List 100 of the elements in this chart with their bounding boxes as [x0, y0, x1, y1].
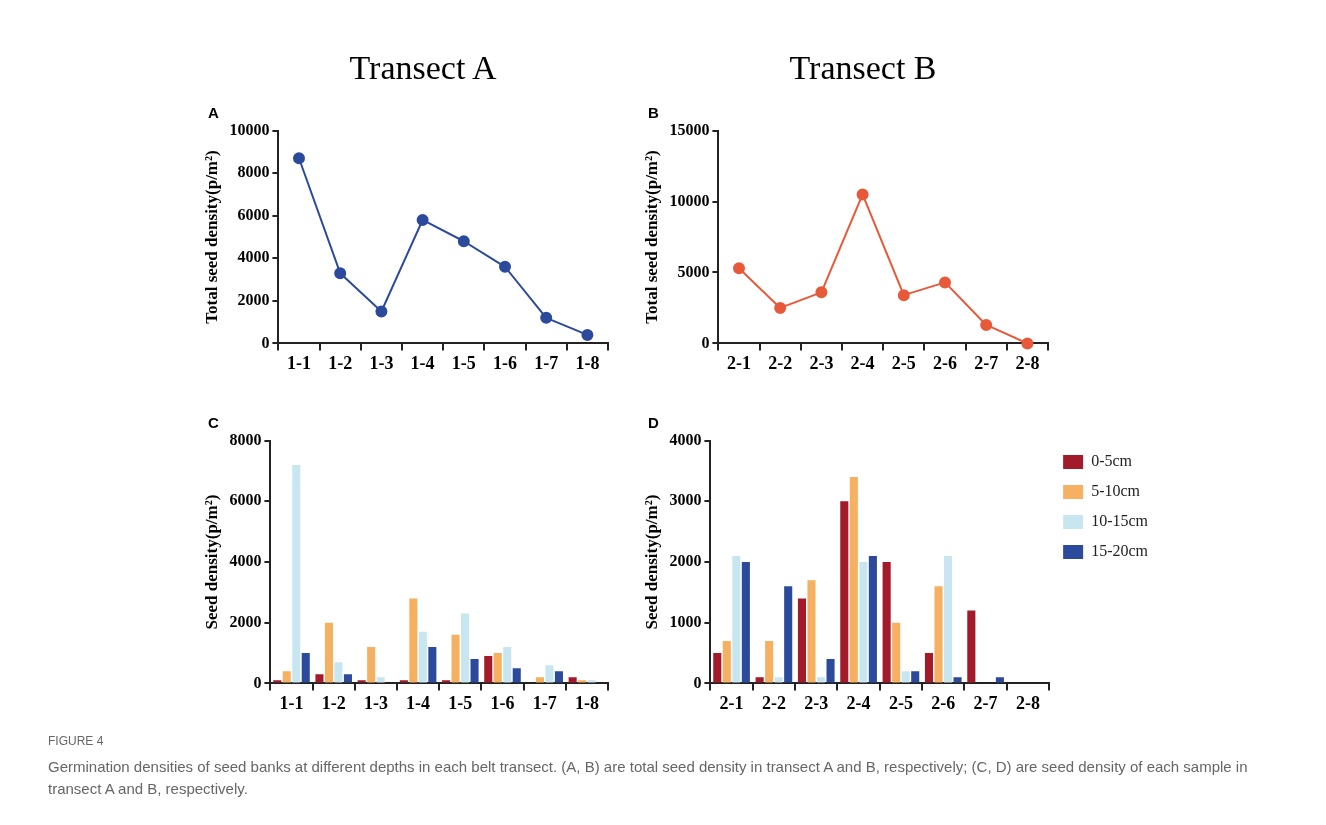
bar	[943, 555, 953, 683]
point	[815, 286, 828, 299]
bar	[807, 580, 816, 683]
bar	[334, 662, 343, 683]
bar	[301, 653, 310, 683]
x-tick-label: 2-5	[888, 692, 913, 713]
point	[897, 289, 910, 302]
bar	[493, 653, 502, 683]
bar	[376, 677, 385, 683]
x-tick-label: 1-7	[532, 692, 557, 713]
bar	[409, 598, 418, 683]
x-tick-label: 2-2	[768, 352, 793, 373]
y-tick-label: 8000	[237, 163, 270, 181]
x-tick-label: 2-2	[761, 692, 786, 713]
bar	[399, 680, 408, 683]
text: B	[648, 104, 659, 121]
point	[457, 235, 470, 248]
bar	[911, 671, 920, 683]
bar	[470, 659, 479, 683]
x-tick-label: 2-8	[1015, 692, 1040, 713]
y-tick-label: 10000	[229, 120, 270, 138]
bar	[587, 680, 596, 683]
bar	[741, 562, 750, 683]
y-tick-label: 0	[261, 333, 270, 351]
bar	[535, 677, 544, 683]
legend-label: 0-5cm	[1091, 452, 1133, 470]
bar	[343, 674, 352, 683]
y-axis-title: Total seed density(p/m²)	[201, 150, 221, 324]
bar	[953, 677, 962, 683]
x-tick-label: 1-3	[363, 692, 388, 713]
x-tick-label: 2-7	[974, 352, 999, 373]
bar	[357, 680, 366, 683]
legend-label: 10-15cm	[1091, 512, 1149, 530]
y-tick-label: 1000	[669, 612, 702, 630]
point	[581, 328, 594, 341]
y-tick-label: 8000	[229, 430, 262, 448]
bar	[428, 646, 437, 683]
bar	[367, 646, 376, 683]
bar	[568, 677, 577, 683]
point	[499, 260, 511, 273]
text: A	[208, 104, 219, 121]
x-tick-label: 2-5	[891, 352, 916, 373]
bar	[578, 680, 587, 683]
bar	[924, 653, 934, 683]
bar	[765, 640, 774, 683]
point	[980, 318, 993, 331]
bar	[901, 671, 910, 683]
chart-title: Transect A	[348, 48, 498, 88]
x-tick-label: 1-1	[287, 352, 311, 373]
x-tick-label: 1-3	[369, 352, 394, 373]
x-tick-label: 2-3	[804, 692, 829, 713]
bar	[512, 668, 521, 683]
y-tick-label: 0	[693, 673, 702, 691]
point	[774, 301, 787, 314]
x-tick-label: 2-6	[931, 692, 956, 713]
legend-label: 5-10cm	[1091, 482, 1141, 500]
x-tick-label: 2-1	[719, 692, 744, 713]
text: C	[208, 414, 219, 431]
bar	[451, 634, 460, 683]
point	[293, 152, 305, 165]
bar	[732, 555, 741, 683]
x-tick-label: 1-8	[574, 692, 599, 713]
chart-title: Transect B	[788, 48, 938, 88]
x-tick-label: 2-7	[973, 692, 998, 713]
caption: FIGURE 4	[48, 733, 105, 750]
x-tick-label: 2-1	[727, 352, 751, 373]
bar	[816, 677, 826, 683]
x-tick-label: 1-6	[493, 352, 517, 373]
y-axis-title: Seed density(p/m²)	[641, 494, 661, 630]
x-tick-label: 1-4	[410, 352, 435, 373]
bar	[995, 677, 1004, 683]
bar	[755, 677, 764, 683]
bar	[967, 610, 976, 683]
bar	[442, 680, 451, 683]
bar	[840, 501, 849, 683]
bar	[324, 622, 333, 683]
y-tick-label: 4000	[237, 248, 270, 266]
text: D	[648, 414, 659, 431]
bar	[713, 653, 722, 683]
x-tick-label: 2-4	[850, 352, 875, 373]
x-tick-label: 1-8	[575, 352, 600, 373]
bar	[418, 631, 427, 683]
y-tick-label: 0	[253, 673, 262, 691]
legend-label: 15-20cm	[1091, 542, 1149, 560]
bar	[784, 586, 793, 683]
y-axis-title: Seed density(p/m²)	[201, 494, 221, 630]
bar	[484, 656, 493, 683]
point	[375, 305, 388, 318]
bar	[849, 477, 858, 683]
x-tick-label: 1-7	[534, 352, 559, 373]
point	[856, 188, 869, 201]
point	[733, 262, 745, 275]
bar	[545, 665, 554, 683]
y-tick-label: 2000	[229, 612, 262, 630]
point	[416, 213, 429, 226]
x-tick-label: 1-6	[490, 692, 515, 713]
y-tick-label: 3000	[669, 491, 702, 509]
bar	[868, 555, 877, 683]
y-tick-label: 15000	[669, 120, 710, 138]
point	[1021, 337, 1034, 350]
